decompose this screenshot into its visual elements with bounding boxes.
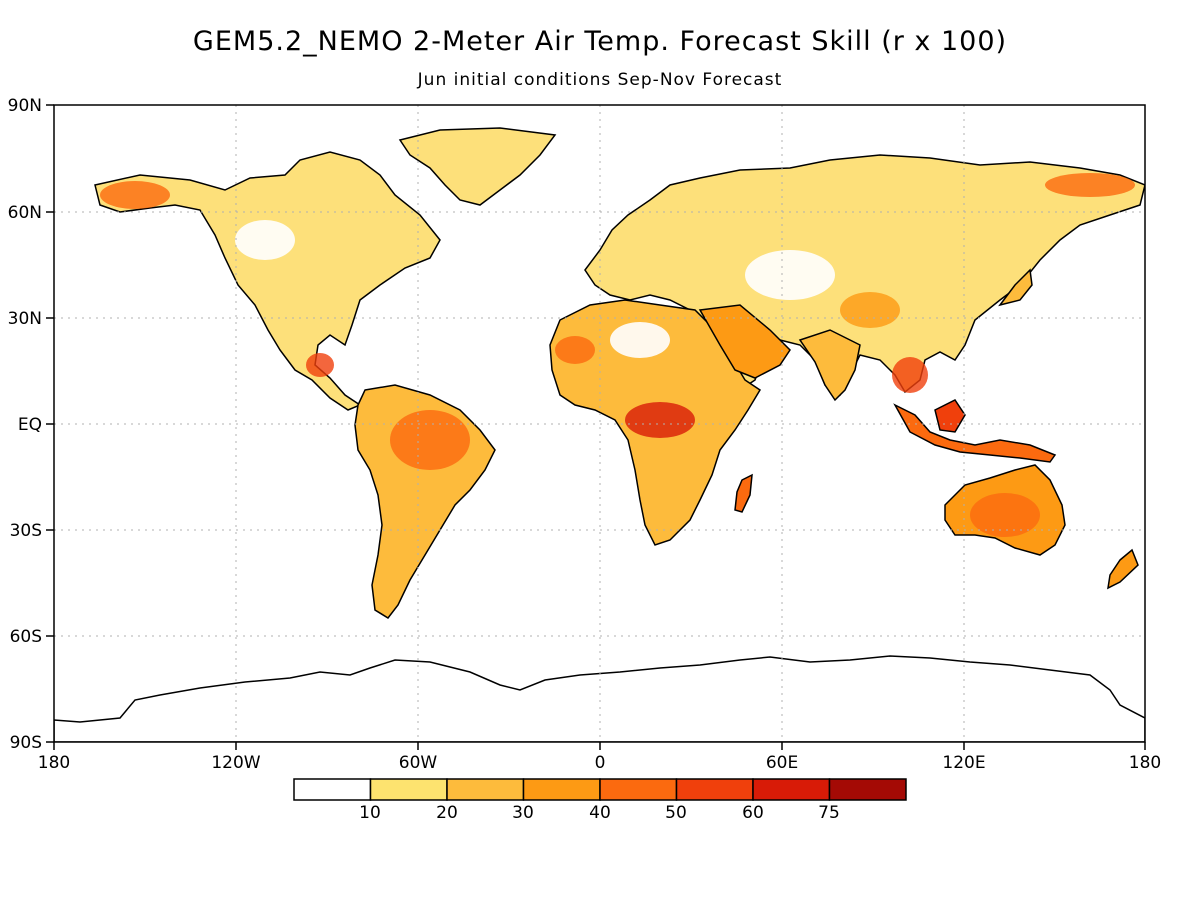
lon-label: 0 xyxy=(595,753,606,773)
colorbar-tick-label: 50 xyxy=(665,803,687,823)
colorbar-tick-label: 10 xyxy=(359,803,381,823)
map-subtitle: Jun initial conditions Sep-Nov Forecast xyxy=(417,70,783,90)
lat-label: 30S xyxy=(10,521,42,541)
arabia xyxy=(698,304,791,379)
lat-label: 90N xyxy=(8,96,42,116)
lat-label: 60N xyxy=(8,203,42,223)
lat-label: EQ xyxy=(18,415,42,435)
hotspot-australia xyxy=(970,493,1040,537)
borneo xyxy=(934,399,966,433)
lat-label: 60S xyxy=(10,627,42,647)
colorbar-tick-label: 20 xyxy=(436,803,458,823)
lon-label: 60W xyxy=(399,753,438,773)
lon-label: 180 xyxy=(38,753,70,773)
greenland xyxy=(398,127,557,206)
colorbar-tick-label: 40 xyxy=(589,803,611,823)
lon-label: 60E xyxy=(766,753,798,773)
tick-marks xyxy=(46,104,1146,750)
japan xyxy=(998,268,1033,307)
madagascar xyxy=(734,473,753,513)
lon-label: 120E xyxy=(942,753,985,773)
colorbar-bin xyxy=(369,778,448,801)
lon-labels: 180 120W 60W 0 60E 120E 180 xyxy=(38,753,1161,773)
map-title: GEM5.2_NEMO 2-Meter Air Temp. Forecast S… xyxy=(192,26,1008,57)
graticule xyxy=(54,105,1145,742)
colorbar-bin xyxy=(446,778,525,801)
hotspot-no-skill-sahara xyxy=(610,322,670,358)
lon-label: 180 xyxy=(1129,753,1161,773)
hotspot-siberia xyxy=(1045,173,1135,197)
colorbar-bin xyxy=(599,778,678,801)
land-layer xyxy=(54,127,1145,742)
hotspot-tibet xyxy=(840,292,900,328)
colorbar-tick-label: 60 xyxy=(742,803,764,823)
colorbar-bin xyxy=(752,778,831,801)
hotspot-alaska xyxy=(100,181,170,209)
colorbar-bin xyxy=(828,778,907,801)
hotspot-west-africa xyxy=(555,336,595,364)
hotspot-mexico xyxy=(306,353,334,377)
new-zealand xyxy=(1107,548,1139,590)
colorbar-bin xyxy=(293,778,372,801)
hotspot-central-africa xyxy=(625,402,695,438)
hotspot-no-skill-central-asia xyxy=(745,250,835,300)
skill-hotspots xyxy=(100,173,1135,537)
indonesia xyxy=(893,403,1057,463)
hotspot-amazon xyxy=(390,410,470,470)
antarctica xyxy=(54,655,1145,742)
colorbar-bin xyxy=(675,778,754,801)
lon-label: 120W xyxy=(211,753,260,773)
colorbar: 10 20 30 40 50 60 75 xyxy=(293,778,907,823)
lat-labels: 90N 60N 30N EQ 30S 60S 90S xyxy=(8,96,42,753)
india xyxy=(798,329,861,402)
lat-label: 90S xyxy=(10,733,42,753)
hotspot-southeast-asia xyxy=(892,357,928,393)
lat-label: 30N xyxy=(8,309,42,329)
colorbar-tick-label: 30 xyxy=(512,803,534,823)
hotspot-no-skill-canada xyxy=(235,220,295,260)
colorbar-bin xyxy=(522,778,601,801)
colorbar-boxes xyxy=(293,778,907,801)
colorbar-ticks: 10 20 30 40 50 60 75 xyxy=(359,803,840,823)
north-america xyxy=(94,151,441,411)
colorbar-tick-label: 75 xyxy=(818,803,840,823)
